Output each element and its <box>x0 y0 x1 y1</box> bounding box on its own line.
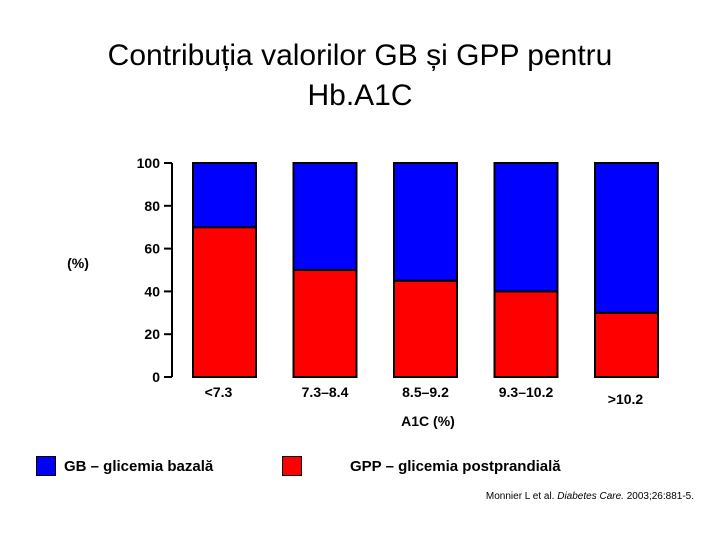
citation-authors: Monnier L et al. <box>485 491 555 502</box>
bar-gpp <box>594 311 659 378</box>
legend-gpp: GPP – glicemia postprandială <box>282 456 561 476</box>
bar-gpp <box>192 226 257 378</box>
x-axis-title: A1C (%) <box>401 413 455 429</box>
bar-gpp <box>393 279 458 379</box>
y-tick-label: 0 <box>152 369 160 385</box>
citation: Monnier L et al. Diabetes Care. 2003;26:… <box>486 491 694 502</box>
citation-journal: Diabetes Care. <box>557 491 624 502</box>
y-tick-label: 100 <box>137 155 161 171</box>
y-tick-label: 60 <box>144 241 160 257</box>
x-tick-label: <7.3 <box>205 384 233 400</box>
legend-gb-label: GB – glicemia bazală <box>64 457 214 475</box>
legend-gpp-swatch <box>282 456 302 476</box>
citation-details: 2003;26:881-5. <box>626 491 694 502</box>
bar-gpp <box>493 290 559 378</box>
y-tick-label: 20 <box>144 326 160 342</box>
x-tick-label: 9.3–10.2 <box>499 384 554 400</box>
legend-gb-swatch <box>36 456 56 476</box>
x-tick-label: 8.5–9.2 <box>402 384 449 400</box>
bar-gb <box>192 162 257 229</box>
chart-title-line1: Contribuția valorilor GB și GPP pentru <box>107 39 613 72</box>
bar-gpp <box>292 269 358 378</box>
legend-gpp-label: GPP – glicemia postprandială <box>350 457 561 475</box>
legend-gb: GB – glicemia bazală <box>36 456 213 476</box>
bar-gb <box>292 162 358 271</box>
bar-gb <box>393 162 458 282</box>
chart-title-line2: Hb.A1C <box>307 79 413 112</box>
bar-gb <box>594 162 659 314</box>
y-tick-label: 40 <box>144 283 160 299</box>
x-tick-label: 7.3–8.4 <box>302 384 349 400</box>
bar-gb <box>493 162 559 293</box>
x-tick-label: >10.2 <box>608 391 644 407</box>
y-axis-title: (%) <box>67 255 89 271</box>
y-tick-label: 80 <box>144 198 160 214</box>
chart-title: Contribuția valorilor GB și GPP pentru H… <box>0 36 720 116</box>
